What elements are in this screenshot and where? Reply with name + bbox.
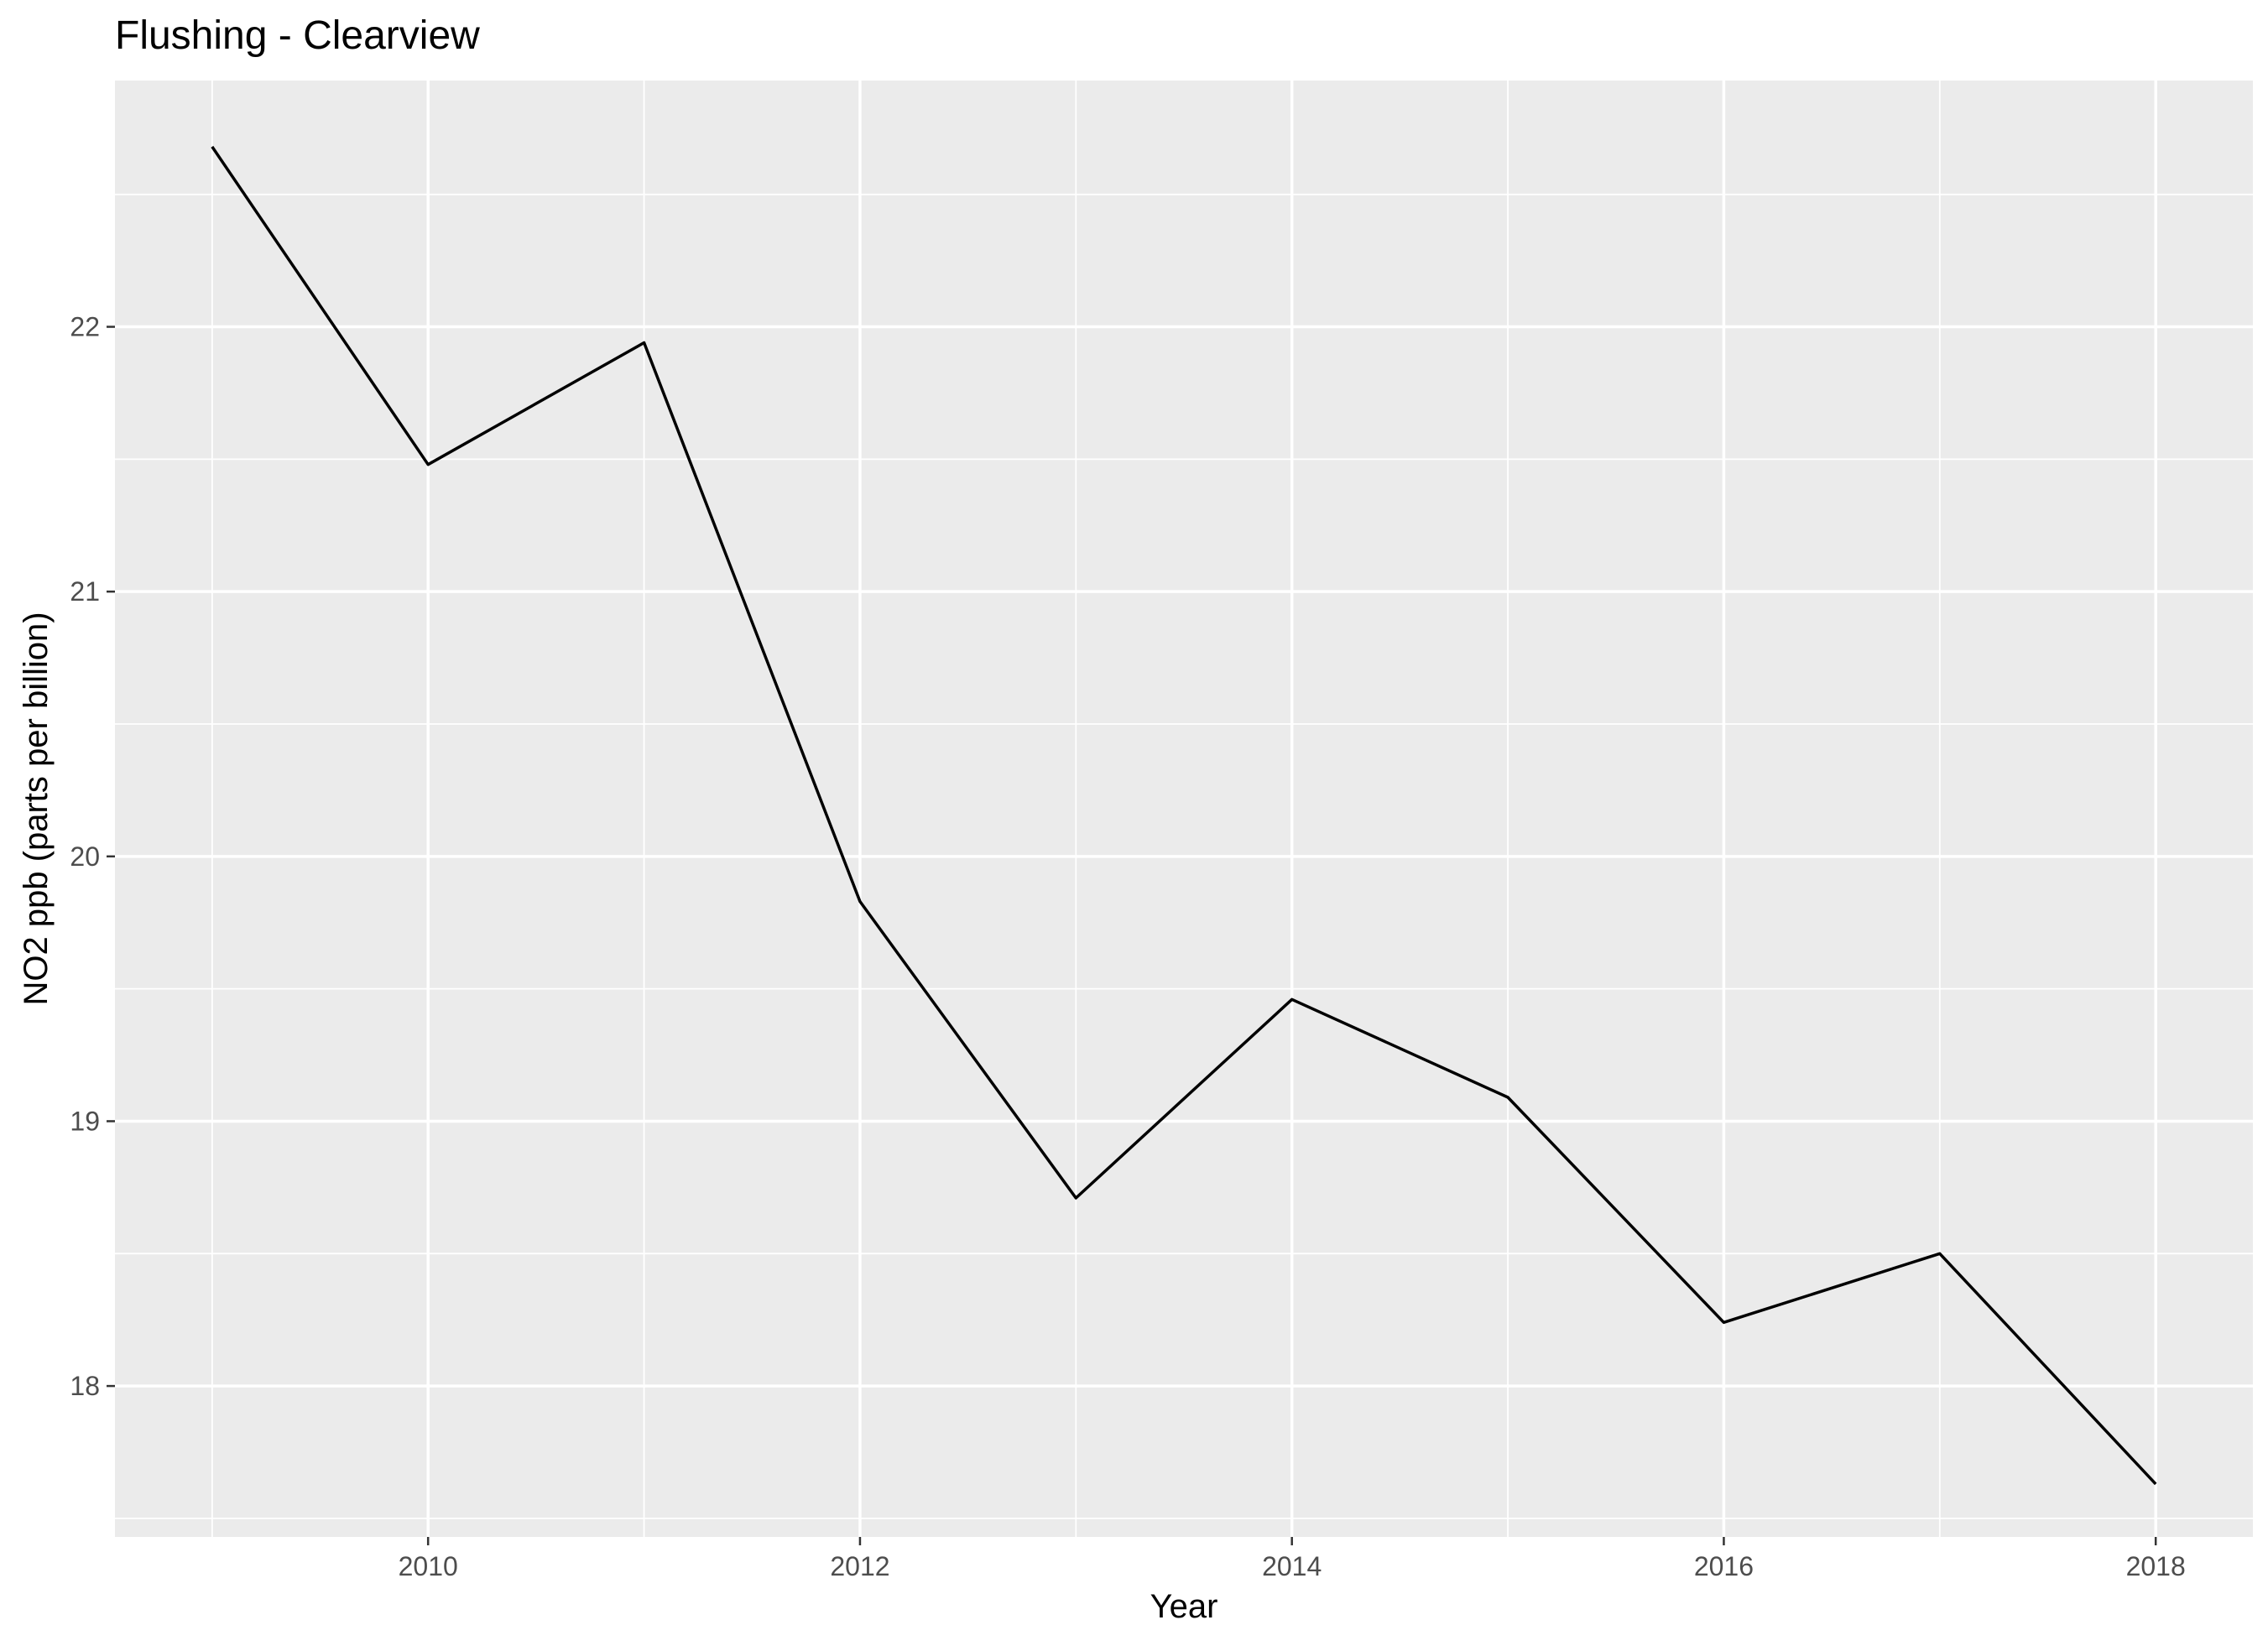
series-layer [211,145,2157,1486]
y-tick-label: 18 [70,1371,100,1401]
y-axis: 18 19 20 21 22 [70,312,115,1401]
series-line [211,145,2157,1486]
major-gridlines [115,81,2253,1537]
x-tick-label: 2010 [399,1551,458,1581]
y-axis-title: NO2 ppb (parts per billion) [18,612,55,1005]
x-tick-label: 2016 [1694,1551,1754,1581]
y-tick-label: 21 [70,576,100,607]
x-tick-label: 2012 [830,1551,889,1581]
x-tick-label: 2014 [1262,1551,1322,1581]
minor-gridlines [115,81,2253,1537]
chart-title: Flushing - Clearview [115,13,480,58]
y-tick-label: 20 [70,841,100,872]
x-tick-label: 2018 [2126,1551,2186,1581]
x-axis: 2010 2012 2014 2016 2018 [399,1537,2186,1581]
plot-panel [115,81,2253,1537]
y-tick-label: 22 [70,312,100,342]
x-axis-title: Year [1150,1588,1218,1625]
y-tick-label: 19 [70,1106,100,1136]
